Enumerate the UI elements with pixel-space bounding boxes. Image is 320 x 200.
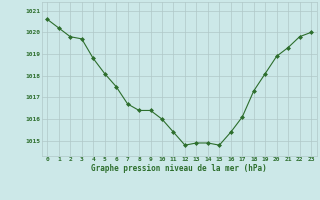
X-axis label: Graphe pression niveau de la mer (hPa): Graphe pression niveau de la mer (hPa) — [91, 164, 267, 173]
